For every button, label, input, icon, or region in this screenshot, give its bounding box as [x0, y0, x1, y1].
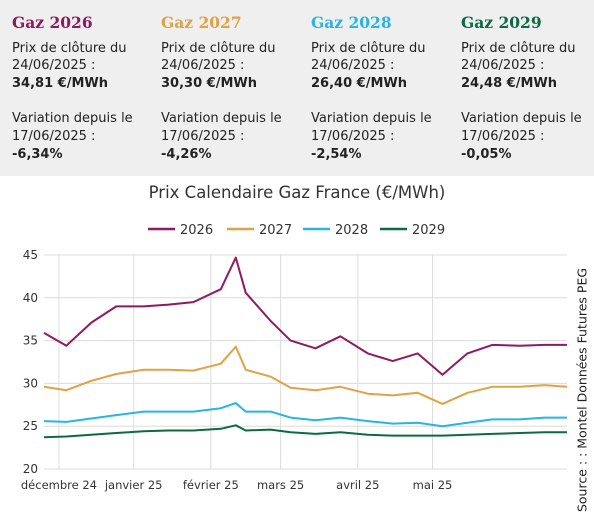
close-label: Prix de clôture du [461, 41, 576, 56]
summary-title: Gaz 2029 [461, 13, 542, 32]
variation-value: -4,26% [161, 147, 212, 162]
variation-label: Variation depuis le [12, 111, 133, 126]
chart-title: Prix Calendaire Gaz France (€/MWh) [148, 183, 446, 202]
close-date: 24/06/2025 : [311, 58, 395, 73]
variation-value: -6,34% [12, 147, 63, 162]
series-line-2027 [43, 345, 568, 405]
y-tick-label: 30 [23, 376, 38, 390]
x-tick-label: mai 25 [413, 478, 453, 492]
y-tick-label: 45 [23, 248, 38, 262]
x-tick-label: avril 25 [336, 478, 379, 492]
source-note: Source : : Montel Données Futures PEG [574, 267, 590, 513]
x-tick-label: février 25 [183, 478, 239, 492]
y-tick-label: 20 [23, 462, 38, 476]
close-label: Prix de clôture du [161, 41, 276, 56]
close-value: 24,48 €/MWh [461, 76, 557, 91]
y-tick-label: 35 [23, 334, 38, 348]
series-line-2028 [43, 402, 567, 428]
close-date: 24/06/2025 : [12, 58, 96, 73]
variation-date: 17/06/2025 : [461, 129, 545, 144]
x-tick-label: décembre 24 [21, 478, 97, 492]
variation-label: Variation depuis le [461, 111, 582, 126]
series-line-2029 [43, 424, 567, 439]
variation-value: -2,54% [311, 147, 362, 162]
x-tick-label: mars 25 [257, 478, 304, 492]
series-line-2026 [43, 256, 567, 376]
summary-title: Gaz 2028 [311, 13, 392, 32]
legend-label: 2027 [259, 223, 292, 238]
close-label: Prix de clôture du [12, 41, 127, 56]
variation-value: -0,05% [461, 147, 512, 162]
y-tick-label: 40 [23, 291, 38, 305]
summary-title: Gaz 2027 [161, 13, 242, 32]
close-date: 24/06/2025 : [461, 58, 545, 73]
close-date: 24/06/2025 : [161, 58, 245, 73]
variation-date: 17/06/2025 : [311, 129, 395, 144]
x-tick-label: janvier 25 [104, 478, 163, 492]
close-value: 30,30 €/MWh [161, 76, 257, 91]
legend-label: 2026 [180, 223, 213, 238]
summary-title: Gaz 2026 [12, 13, 93, 32]
variation-date: 17/06/2025 : [161, 129, 245, 144]
legend-label: 2029 [412, 223, 445, 238]
variation-label: Variation depuis le [311, 111, 432, 126]
y-tick-label: 25 [23, 419, 38, 433]
close-value: 34,81 €/MWh [12, 76, 108, 91]
summary-panel: Gaz 2026 Prix de clôture du 24/06/2025 :… [0, 0, 594, 176]
variation-label: Variation depuis le [161, 111, 282, 126]
close-label: Prix de clôture du [311, 41, 426, 56]
variation-date: 17/06/2025 : [12, 129, 96, 144]
legend-label: 2028 [335, 223, 368, 238]
close-value: 26,40 €/MWh [311, 76, 407, 91]
